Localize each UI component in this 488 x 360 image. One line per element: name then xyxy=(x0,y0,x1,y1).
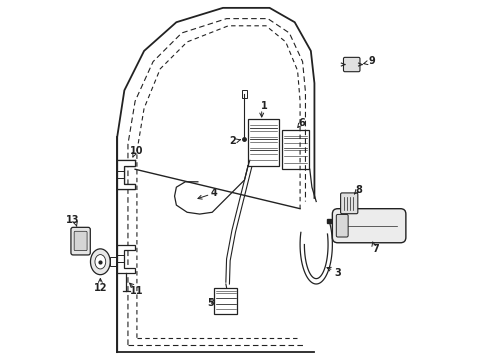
Bar xyxy=(110,257,120,266)
FancyBboxPatch shape xyxy=(343,57,359,72)
Text: 1: 1 xyxy=(260,102,267,112)
Text: 3: 3 xyxy=(334,268,341,278)
Bar xyxy=(214,288,237,315)
Polygon shape xyxy=(117,244,135,273)
Text: 4: 4 xyxy=(210,188,217,198)
Bar xyxy=(241,90,247,98)
Text: 12: 12 xyxy=(93,283,107,293)
FancyBboxPatch shape xyxy=(332,209,405,243)
Text: 2: 2 xyxy=(229,136,236,145)
Ellipse shape xyxy=(90,249,110,275)
Text: 9: 9 xyxy=(367,56,374,66)
Bar xyxy=(282,130,308,169)
FancyBboxPatch shape xyxy=(336,215,347,237)
Text: 13: 13 xyxy=(66,215,80,225)
Text: 10: 10 xyxy=(129,145,142,156)
FancyBboxPatch shape xyxy=(340,193,357,214)
Polygon shape xyxy=(117,160,135,189)
Bar xyxy=(247,119,278,166)
Text: 5: 5 xyxy=(206,298,213,308)
Text: 8: 8 xyxy=(355,185,362,195)
Ellipse shape xyxy=(95,255,105,269)
Text: 11: 11 xyxy=(129,286,142,296)
FancyBboxPatch shape xyxy=(71,227,90,255)
FancyBboxPatch shape xyxy=(74,231,87,251)
Text: 7: 7 xyxy=(372,244,379,254)
Text: 6: 6 xyxy=(298,118,305,128)
